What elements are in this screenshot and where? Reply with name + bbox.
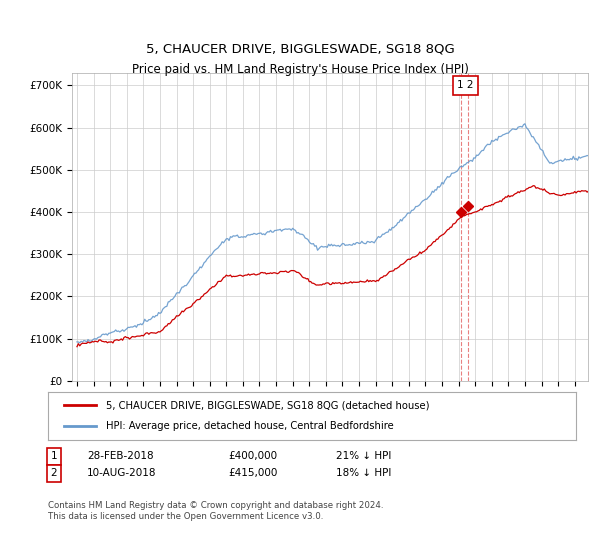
Text: 1: 1 bbox=[50, 451, 58, 461]
Text: Price paid vs. HM Land Registry's House Price Index (HPI): Price paid vs. HM Land Registry's House … bbox=[131, 63, 469, 76]
Text: 1 2: 1 2 bbox=[457, 81, 474, 91]
Text: £400,000: £400,000 bbox=[228, 451, 277, 461]
Text: 5, CHAUCER DRIVE, BIGGLESWADE, SG18 8QG: 5, CHAUCER DRIVE, BIGGLESWADE, SG18 8QG bbox=[146, 43, 454, 56]
Text: HPI: Average price, detached house, Central Bedfordshire: HPI: Average price, detached house, Cent… bbox=[106, 421, 394, 431]
Text: 28-FEB-2018: 28-FEB-2018 bbox=[87, 451, 154, 461]
Text: 18% ↓ HPI: 18% ↓ HPI bbox=[336, 468, 391, 478]
Text: £415,000: £415,000 bbox=[228, 468, 277, 478]
Text: Contains HM Land Registry data © Crown copyright and database right 2024.
This d: Contains HM Land Registry data © Crown c… bbox=[48, 501, 383, 521]
Text: 21% ↓ HPI: 21% ↓ HPI bbox=[336, 451, 391, 461]
Text: 2: 2 bbox=[50, 468, 58, 478]
Text: 10-AUG-2018: 10-AUG-2018 bbox=[87, 468, 157, 478]
Text: 5, CHAUCER DRIVE, BIGGLESWADE, SG18 8QG (detached house): 5, CHAUCER DRIVE, BIGGLESWADE, SG18 8QG … bbox=[106, 400, 430, 410]
